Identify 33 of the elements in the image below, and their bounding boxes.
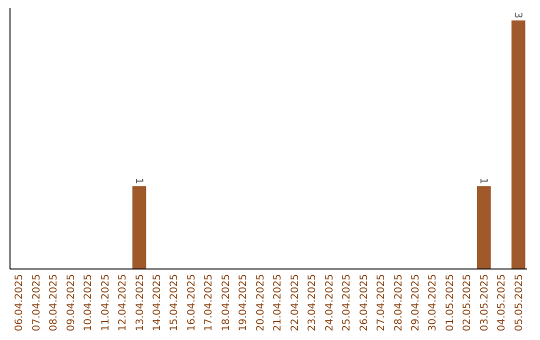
data-label: 1 — [132, 178, 144, 184]
x-tick-label: 11.04.2025 — [100, 274, 112, 332]
x-tick-label: 02.05.2025 — [462, 274, 474, 332]
x-tick-label: 19.04.2025 — [238, 274, 250, 332]
x-tick-label: 12.04.2025 — [118, 274, 129, 332]
x-tick-label: 15.04.2025 — [169, 274, 180, 332]
x-tick-label: 01.05.2025 — [444, 274, 456, 332]
x-tick-label: 06.04.2025 — [14, 274, 26, 332]
x-tick-label: 08.04.2025 — [48, 274, 60, 332]
data-label: 3 — [512, 12, 523, 18]
x-tick-label: 21.04.2025 — [272, 274, 284, 332]
x-tick-label: 14.04.2025 — [152, 274, 163, 332]
x-tick-label: 24.04.2025 — [324, 274, 336, 332]
x-tick-label: 09.04.2025 — [66, 274, 77, 332]
x-tick-label: 20.04.2025 — [255, 274, 266, 332]
x-tick-label: 18.04.2025 — [220, 274, 232, 332]
x-tick-label: 23.04.2025 — [307, 274, 318, 332]
x-tick-label: 03.05.2025 — [479, 274, 490, 332]
x-tick-label: 29.04.2025 — [410, 274, 422, 332]
x-tick-label: 07.04.2025 — [31, 274, 42, 332]
x-tick-label: 25.04.2025 — [342, 274, 353, 332]
x-tick-label: 04.05.2025 — [496, 274, 508, 332]
data-label: 1 — [477, 178, 488, 184]
x-tick-label: 16.04.2025 — [186, 274, 198, 332]
x-tick-label: 27.04.2025 — [376, 274, 388, 332]
x-tick-label: 17.04.2025 — [204, 274, 215, 332]
x-tick-label: 10.04.2025 — [83, 274, 94, 332]
x-tick-label: 26.04.2025 — [358, 274, 370, 332]
x-tick-label: 30.04.2025 — [428, 274, 439, 332]
x-tick-label: 05.05.2025 — [514, 274, 525, 332]
x-tick-label: 22.04.2025 — [290, 274, 301, 332]
x-tick-label: 13.04.2025 — [134, 274, 146, 332]
x-tick-label: 28.04.2025 — [393, 274, 404, 332]
